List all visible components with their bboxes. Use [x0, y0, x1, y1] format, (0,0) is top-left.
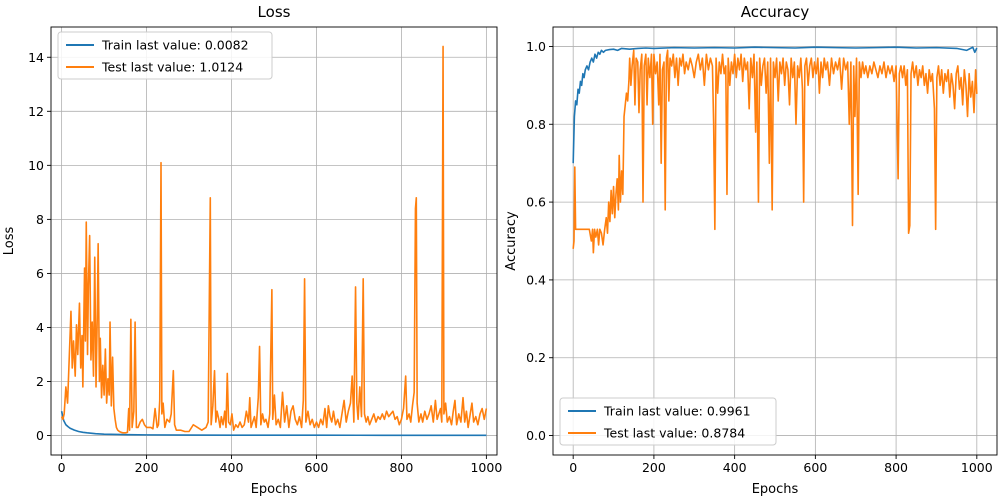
- x-tick-label: 400: [220, 460, 244, 475]
- chart-title: Accuracy: [741, 3, 810, 21]
- x-tick-label: 800: [884, 460, 908, 475]
- series-line-1: [60, 45, 488, 434]
- y-tick-label: 4: [36, 320, 44, 335]
- y-tick-label: 14: [28, 50, 44, 65]
- y-tick-label: 12: [28, 104, 44, 119]
- y-tick-label: 0.8: [526, 117, 546, 132]
- plot-frame: [552, 26, 998, 456]
- y-axis-label: Loss: [2, 227, 17, 256]
- legend-label-0: Train last value: 0.9961: [603, 404, 751, 419]
- y-tick-label: 0.0: [526, 428, 546, 443]
- x-tick-label: 400: [723, 460, 747, 475]
- series-line-0: [60, 411, 487, 437]
- x-tick-label: 200: [135, 460, 159, 475]
- grid: [553, 27, 997, 455]
- ticks: 0 200 400 600 800 1000 0 2 4 6 8 10 12 14: [28, 50, 502, 475]
- legend: Train last value: 0.0082 Test last value:…: [57, 31, 273, 80]
- x-axis-label: Epochs: [752, 482, 799, 497]
- y-tick-label: 10: [28, 158, 44, 173]
- x-tick-label: 1000: [470, 460, 502, 475]
- y-tick-label: 8: [36, 212, 44, 227]
- x-tick-label: 0: [569, 460, 577, 475]
- x-axis-label: Epochs: [251, 482, 298, 497]
- x-tick-label: 800: [389, 460, 413, 475]
- x-tick-label: 600: [803, 460, 827, 475]
- chart-0: 0 200 400 600 800 1000 0 2 4 6 8 10 12 14 Loss Epochs Lo…: [2, 3, 502, 497]
- legend-box: [559, 397, 777, 446]
- y-tick-label: 1.0: [526, 39, 546, 54]
- legend: Train last value: 0.9961 Test last value:…: [559, 397, 777, 446]
- y-tick-label: 2: [36, 374, 44, 389]
- grid: [51, 27, 497, 455]
- x-tick-label: 1000: [961, 460, 993, 475]
- x-tick-label: 600: [305, 460, 329, 475]
- y-axis-label: Accuracy: [504, 211, 519, 271]
- x-tick-label: 200: [642, 460, 666, 475]
- y-tick-label: 0.6: [526, 195, 546, 210]
- series-line-0: [572, 46, 978, 164]
- chart-1: 0 200 400 600 800 1000 0.0 0.2 0.4 0.6 0.8 1.0 Accur…: [504, 3, 998, 497]
- y-tick-label: 0.2: [526, 350, 546, 365]
- series-line-1: [572, 49, 978, 254]
- legend-label-1: Test last value: 0.8784: [603, 426, 745, 441]
- legend-label-0: Train last value: 0.0082: [101, 38, 249, 53]
- y-tick-label: 6: [36, 266, 44, 281]
- y-tick-label: 0: [36, 428, 44, 443]
- y-tick-label: 0.4: [526, 272, 546, 287]
- legend-box: [57, 31, 273, 80]
- ticks: 0 200 400 600 800 1000 0.0 0.2 0.4 0.6 0.8 1.0: [526, 39, 993, 475]
- chart-title: Loss: [258, 3, 291, 21]
- legend-label-1: Test last value: 1.0124: [101, 60, 243, 75]
- x-tick-label: 0: [58, 460, 66, 475]
- plot-frame: [50, 26, 498, 456]
